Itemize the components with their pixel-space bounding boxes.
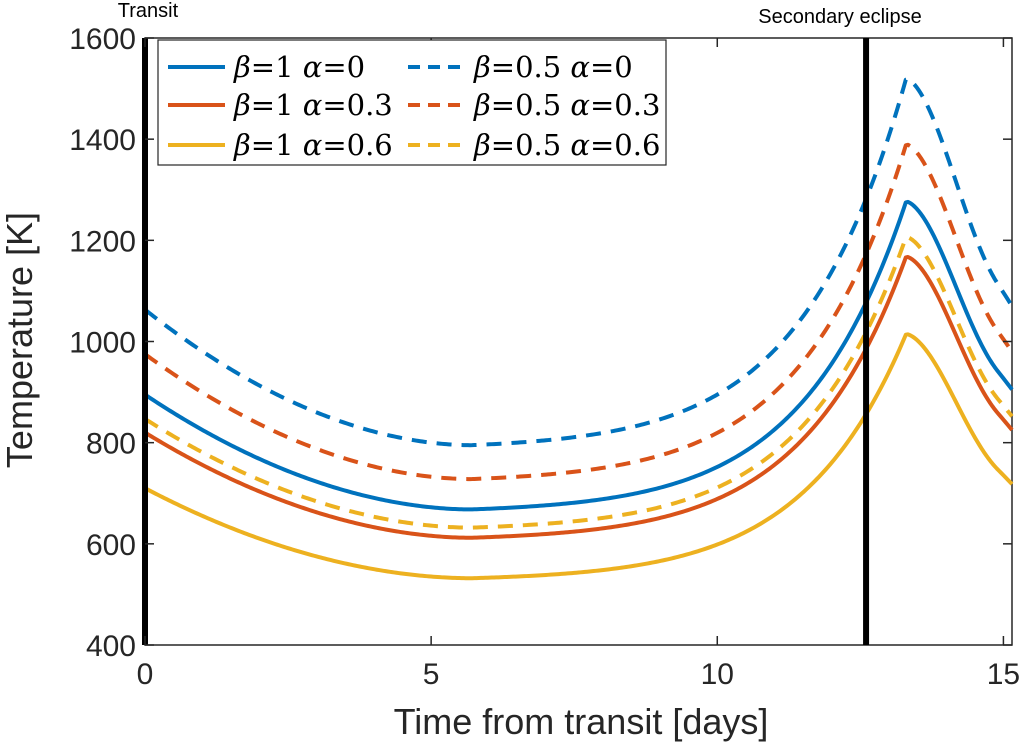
legend-beta-value: =0.5: [491, 50, 571, 84]
series-line-2: [144, 332, 1014, 581]
axis-ticks: 0 5 10 15 400 600 800 1000 1200 1400 1600: [69, 23, 1020, 691]
legend-alpha-symbol: α: [303, 50, 323, 84]
legend-beta-symbol: β: [233, 50, 251, 84]
legend-beta-value: =1: [251, 50, 303, 84]
y-tick-label: 1200: [69, 225, 136, 258]
legend-beta-value: =1: [251, 88, 303, 122]
legend: β=1 α=0β=1 α=0.3β=1 α=0.6β=0.5 α=0β=0.5 …: [157, 39, 667, 166]
legend-label: β=0.5 α=0.6: [473, 128, 660, 162]
series-line-0: [143, 199, 1014, 512]
y-tick-label: 1600: [69, 23, 136, 56]
legend-alpha-value: =0.6: [322, 128, 392, 162]
y-axis-label: Temperature [K]: [0, 212, 40, 468]
legend-beta-symbol: β: [233, 128, 251, 162]
legend-label: β=1 α=0.3: [233, 88, 393, 122]
y-tick-label: 1000: [69, 327, 136, 360]
legend-alpha-value: =0.6: [590, 128, 660, 162]
legend-beta-symbol: β: [473, 88, 491, 122]
y-tick-label: 400: [86, 630, 136, 663]
x-tick-label: 5: [423, 658, 440, 691]
y-tick-label: 800: [86, 428, 136, 461]
legend-alpha-symbol: α: [570, 88, 590, 122]
legend-alpha-value: =0: [590, 50, 633, 84]
legend-beta-value: =1: [251, 128, 303, 162]
legend-label: β=1 α=0.6: [233, 128, 393, 162]
legend-beta-symbol: β: [233, 88, 251, 122]
legend-label: β=1 α=0: [233, 50, 365, 84]
transit-annotation: Transit: [118, 0, 179, 22]
legend-label: β=0.5 α=0: [473, 50, 633, 84]
x-tick-label: 0: [137, 658, 154, 691]
legend-alpha-symbol: α: [303, 88, 323, 122]
legend-alpha-value: =0.3: [590, 88, 660, 122]
x-tick-label: 15: [987, 658, 1020, 691]
x-tick-label: 10: [701, 658, 734, 691]
legend-beta-symbol: β: [473, 50, 491, 84]
legend-label: β=0.5 α=0.3: [473, 88, 660, 122]
legend-alpha-symbol: α: [303, 128, 323, 162]
x-axis-label: Time from transit [days]: [394, 701, 769, 742]
legend-alpha-symbol: α: [570, 50, 590, 84]
legend-alpha-symbol: α: [570, 128, 590, 162]
legend-alpha-value: =0: [322, 50, 365, 84]
legend-beta-value: =0.5: [491, 128, 571, 162]
legend-beta-value: =0.5: [491, 88, 571, 122]
series-line-5: [143, 235, 1014, 530]
legend-alpha-value: =0.3: [322, 88, 392, 122]
series-line-4: [143, 142, 1014, 482]
secondary-eclipse-annotation: Secondary eclipse: [758, 6, 921, 28]
y-tick-label: 600: [86, 529, 136, 562]
legend-beta-symbol: β: [473, 128, 491, 162]
y-tick-label: 1400: [69, 124, 136, 157]
